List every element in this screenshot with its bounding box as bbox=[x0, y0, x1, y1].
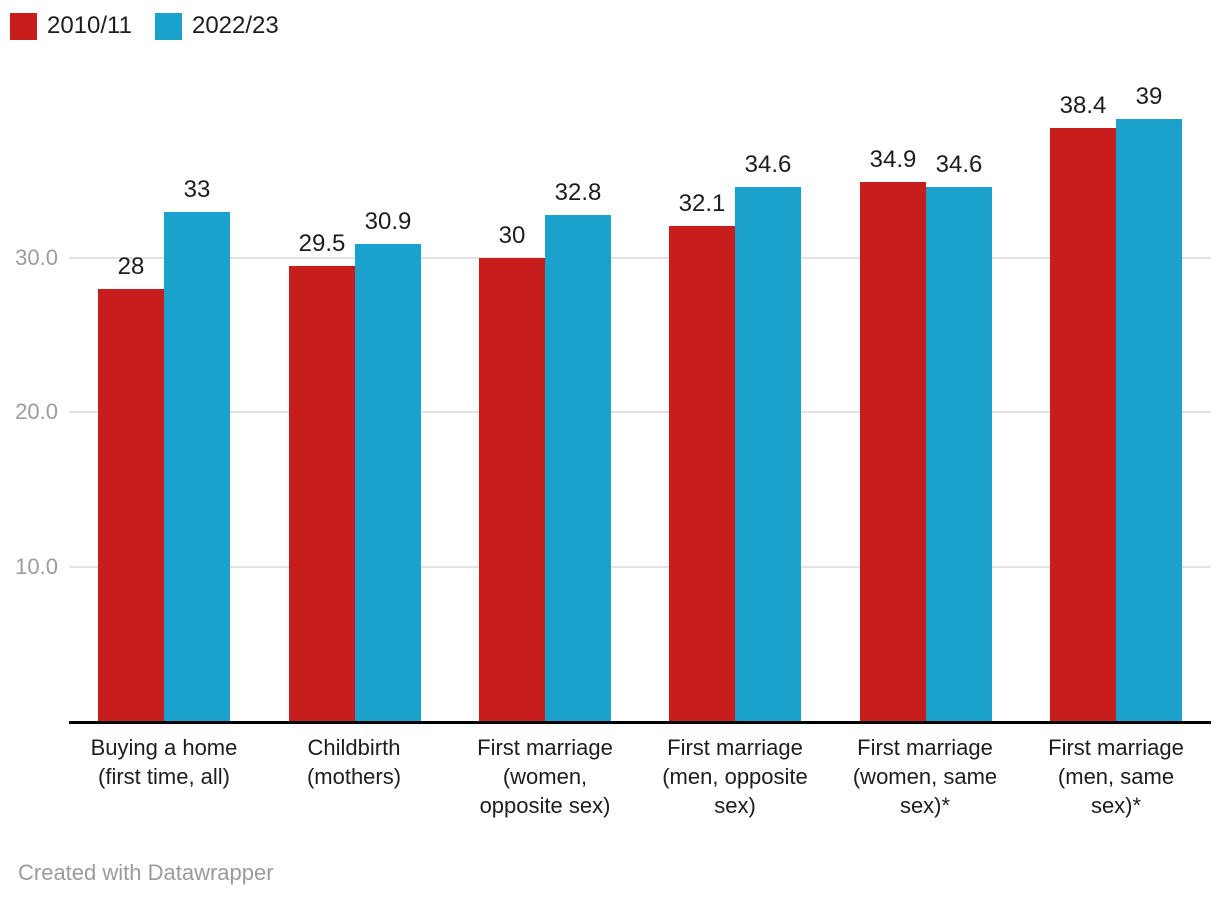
category-label: First marriage (women, same sex)* bbox=[852, 735, 998, 818]
legend-item: 2010/11 bbox=[10, 12, 132, 40]
legend-swatch-icon bbox=[10, 12, 37, 40]
bar-2010-11 bbox=[98, 289, 164, 721]
legend-swatch-icon bbox=[154, 12, 182, 40]
value-label: 28 bbox=[117, 253, 145, 280]
value-label: 34.6 bbox=[935, 151, 983, 178]
bar-2022-23 bbox=[545, 215, 611, 721]
value-label: 32.8 bbox=[554, 179, 602, 206]
bar-2022-23 bbox=[735, 187, 801, 721]
gridline bbox=[69, 565, 1211, 568]
bar-2010-11 bbox=[479, 258, 545, 721]
bar-2010-11 bbox=[669, 226, 735, 721]
bar-2010-11 bbox=[860, 182, 926, 721]
value-label: 30.9 bbox=[364, 208, 412, 235]
y-tick-label: 30.0 bbox=[15, 245, 58, 270]
category-label: Childbirth (mothers) bbox=[306, 735, 402, 789]
category-label: Buying a home (first time, all) bbox=[90, 735, 238, 789]
value-label: 39 bbox=[1135, 83, 1163, 110]
legend-item: 2022/23 bbox=[154, 12, 279, 40]
category-label: First marriage (women, opposite sex) bbox=[477, 735, 613, 818]
category-label: First marriage (men, opposite sex) bbox=[662, 735, 808, 818]
bar-2022-23 bbox=[1116, 119, 1182, 721]
bar-2022-23 bbox=[926, 187, 992, 721]
y-tick-label: 20.0 bbox=[15, 399, 58, 425]
bar-2010-11 bbox=[1050, 128, 1116, 721]
value-label: 32.1 bbox=[678, 190, 726, 217]
value-label: 34.6 bbox=[744, 151, 792, 178]
value-label: 38.4 bbox=[1059, 92, 1107, 119]
chart-legend: 2010/11 2022/23 bbox=[10, 12, 279, 40]
legend-label: 2022/23 bbox=[191, 12, 279, 39]
x-axis-line bbox=[69, 721, 1211, 724]
gridline bbox=[69, 411, 1211, 414]
value-label: 30 bbox=[498, 222, 526, 249]
legend-label: 2010/11 bbox=[47, 12, 132, 39]
datawrapper-credit-link[interactable]: Created with Datawrapper bbox=[18, 860, 274, 885]
bar-2022-23 bbox=[164, 212, 230, 721]
category-label: First marriage (men, same sex)* bbox=[1048, 735, 1184, 818]
value-label: 29.5 bbox=[298, 230, 346, 257]
value-label: 34.9 bbox=[869, 146, 917, 173]
y-tick-label: 10.0 bbox=[15, 553, 58, 579]
value-label: 33 bbox=[183, 176, 211, 203]
bar-2010-11 bbox=[289, 266, 355, 721]
gridline bbox=[69, 257, 1211, 259]
bar-2022-23 bbox=[355, 244, 421, 721]
